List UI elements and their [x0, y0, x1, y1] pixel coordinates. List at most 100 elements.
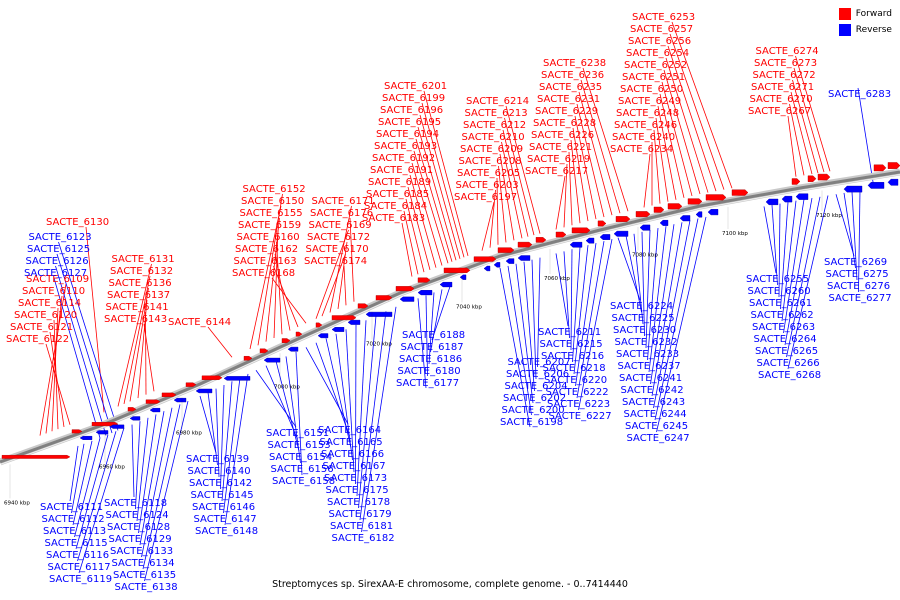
leader-forward	[129, 287, 149, 402]
leader-forward	[505, 105, 541, 234]
gene-label-sacte-6191: SACTE_6191	[370, 165, 433, 176]
gene-label-sacte-6116: SACTE_6116	[46, 550, 109, 561]
gene-label-sacte-6213: SACTE_6213	[465, 108, 528, 119]
leader-forward	[661, 81, 693, 197]
tick-label-6: 7060 kbp	[544, 276, 570, 282]
reverse-gene-22	[569, 241, 583, 248]
gene-label-sacte-6224: SACTE_6224	[610, 301, 673, 312]
leader-reverse	[359, 311, 387, 521]
gene-label-sacte-6206: SACTE_6206	[506, 369, 569, 380]
gene-label-sacte-6233: SACTE_6233	[616, 349, 679, 360]
gene-label-sacte-6261: SACTE_6261	[749, 298, 812, 309]
gene-label-sacte-6132: SACTE_6132	[110, 266, 173, 277]
leader-reverse	[563, 251, 570, 339]
gene-label-sacte-6187: SACTE_6187	[401, 342, 464, 353]
leader-reverse	[843, 192, 856, 269]
gene-label-sacte-6214: SACTE_6214	[466, 96, 529, 107]
leader-forward	[653, 129, 661, 204]
gene-label-sacte-6276: SACTE_6276	[827, 281, 890, 292]
reverse-gene-35	[867, 182, 885, 189]
leader-reverse	[335, 333, 353, 461]
forward-gene-34	[807, 175, 817, 182]
gene-label-sacte-6217: SACTE_6217	[525, 166, 588, 177]
forward-gene-33	[791, 178, 801, 185]
gene-label-sacte-6118: SACTE_6118	[104, 498, 167, 509]
leader-reverse	[515, 263, 534, 404]
leader-reverse	[573, 245, 589, 375]
leader-forward	[570, 139, 581, 224]
gene-label-sacte-6136: SACTE_6136	[109, 278, 172, 289]
map-caption: Streptomyces sp. SirexAA-E chromosome, c…	[272, 579, 628, 590]
leader-forward	[563, 163, 568, 228]
leader-reverse	[647, 228, 659, 361]
forward-gene-8	[243, 356, 253, 361]
gene-label-sacte-6245: SACTE_6245	[625, 421, 688, 432]
forward-gene-13	[331, 315, 357, 321]
leader-forward	[409, 174, 437, 268]
leader-forward	[578, 91, 613, 216]
gene-label-sacte-6176: SACTE_6176	[310, 208, 373, 219]
forward-gene-19	[473, 256, 497, 262]
gene-label-sacte-6228: SACTE_6228	[533, 118, 596, 129]
leader-reverse	[555, 253, 569, 327]
gene-label-sacte-6257: SACTE_6257	[630, 24, 693, 35]
leader-reverse	[431, 286, 451, 341]
gene-label-sacte-6119: SACTE_6119	[49, 574, 112, 585]
leader-forward	[411, 162, 443, 266]
gene-label-sacte-6196: SACTE_6196	[380, 105, 443, 116]
gene-label-sacte-6249: SACTE_6249	[618, 96, 681, 107]
leader-reverse	[857, 87, 875, 189]
gene-label-sacte-6216: SACTE_6216	[541, 351, 604, 362]
leader-forward	[793, 67, 825, 173]
leader-reverse	[428, 292, 435, 365]
legend-label-reverse: Reverse	[855, 25, 892, 35]
forward-gene-0	[1, 455, 71, 459]
gene-label-sacte-6273: SACTE_6273	[754, 58, 817, 69]
gene-label-sacte-6231: SACTE_6231	[537, 94, 600, 105]
gene-label-sacte-6134: SACTE_6134	[112, 558, 175, 569]
gene-label-sacte-6117: SACTE_6117	[48, 562, 111, 573]
gene-label-sacte-6135: SACTE_6135	[113, 570, 176, 581]
gene-label-sacte-6154: SACTE_6154	[269, 452, 332, 463]
forward-gene-18	[443, 267, 471, 273]
forward-gene-4	[145, 399, 161, 404]
gene-label-sacte-6215: SACTE_6215	[540, 339, 603, 350]
leader-forward	[403, 210, 419, 275]
reverse-gene-4	[149, 407, 161, 413]
leader-reverse	[75, 434, 109, 550]
gene-label-sacte-6112: SACTE_6112	[42, 514, 105, 525]
leader-reverse	[220, 384, 225, 490]
leader-reverse	[58, 241, 119, 431]
gene-label-sacte-6170: SACTE_6170	[306, 244, 369, 255]
gene-label-sacte-6208: SACTE_6208	[459, 156, 522, 167]
reverse-gene-24	[599, 234, 611, 240]
gene-label-sacte-6145: SACTE_6145	[191, 490, 254, 501]
leader-reverse	[425, 295, 428, 377]
gene-label-sacte-6138: SACTE_6138	[115, 582, 178, 593]
forward-gene-16	[395, 286, 415, 292]
leader-forward	[792, 79, 819, 174]
gene-label-sacte-6174: SACTE_6174	[304, 256, 367, 267]
leader-forward	[51, 307, 59, 432]
leader-forward	[329, 205, 352, 313]
axis-line	[0, 170, 900, 464]
gene-label-sacte-6220: SACTE_6220	[544, 375, 607, 386]
leader-forward	[498, 165, 507, 243]
reverse-gene-30	[707, 209, 719, 216]
gene-label-sacte-6235: SACTE_6235	[539, 82, 602, 93]
reverse-gene-13	[365, 311, 393, 317]
forward-gene-28	[653, 206, 665, 213]
gene-label-sacte-6250: SACTE_6250	[620, 84, 683, 95]
gene-label-sacte-6177: SACTE_6177	[396, 378, 459, 389]
forward-gene-12	[315, 322, 323, 328]
leader-forward	[117, 263, 152, 407]
reverse-gene-0	[79, 435, 93, 440]
gene-label-sacte-6229: SACTE_6229	[535, 106, 598, 117]
leader-reverse	[499, 267, 531, 428]
gene-label-sacte-6129: SACTE_6129	[109, 534, 172, 545]
gene-label-sacte-6209: SACTE_6209	[460, 144, 523, 155]
leader-reverse	[537, 257, 541, 368]
leader-forward	[669, 33, 725, 190]
leader-reverse	[771, 205, 778, 286]
leader-forward	[504, 117, 535, 236]
